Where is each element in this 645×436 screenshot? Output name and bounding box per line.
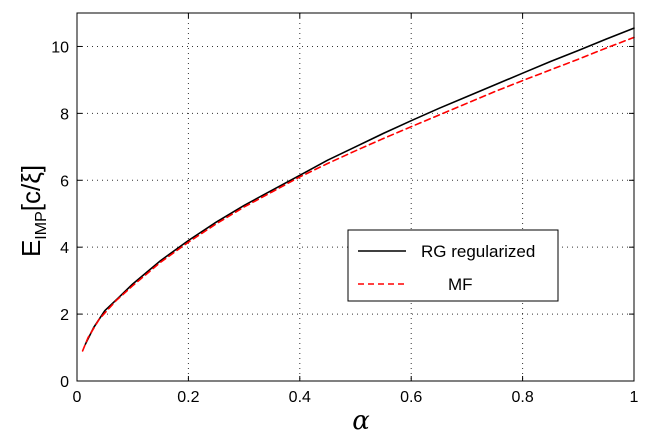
series-layer	[81, 27, 635, 352]
series-line-rg-regularized	[84, 27, 635, 346]
legend-label-mf: MF	[448, 275, 473, 294]
y-axis-label: EIMP[c/ξ]	[16, 165, 50, 257]
legend: RG regularized MF	[347, 229, 559, 302]
y-tick-label: 4	[60, 240, 69, 257]
y-axis-label-subscript: IMP	[33, 211, 50, 239]
x-tick-label: 0	[73, 389, 82, 406]
legend-label-rg-regularized: RG regularized	[421, 242, 535, 261]
y-axis-label-group: EIMP[c/ξ]	[16, 165, 50, 257]
x-tick-label: 0.6	[400, 389, 422, 406]
axis-ticks	[76, 13, 635, 382]
y-axis-label-units: [c/ξ]	[16, 165, 46, 211]
plot-frame	[76, 12, 635, 382]
y-tick-label: 10	[51, 39, 69, 56]
y-tick-label: 6	[60, 173, 69, 190]
x-tick-label: 0.2	[177, 389, 199, 406]
x-axis-label: α	[352, 406, 370, 436]
legend-box	[347, 229, 559, 302]
x-tick-label: 0.8	[511, 389, 533, 406]
grid	[77, 13, 634, 381]
x-tick-label: 0.4	[289, 389, 311, 406]
y-axis-label-main: E	[16, 240, 46, 257]
y-tick-label: 2	[60, 307, 69, 324]
y-tick-label: 8	[60, 106, 69, 123]
x-tick-label: 1	[630, 389, 639, 406]
y-tick-label: 0	[60, 374, 69, 391]
series-line-mf	[81, 36, 635, 352]
